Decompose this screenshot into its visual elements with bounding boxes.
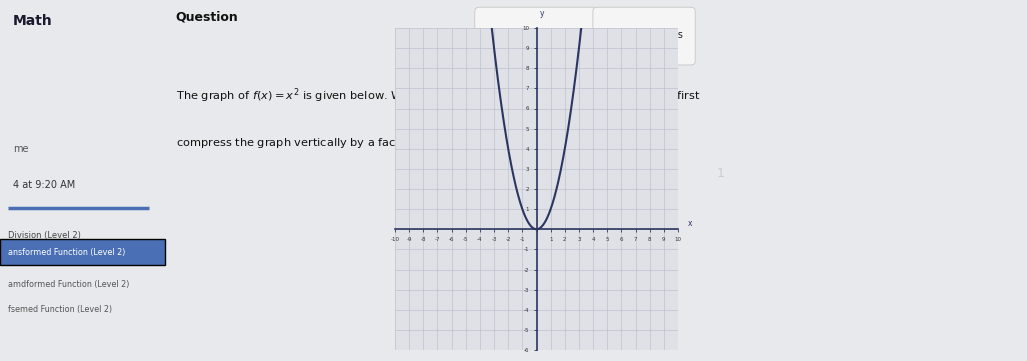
- Text: Division (Level 2): Division (Level 2): [8, 231, 81, 240]
- Text: compress the graph vertically by a factor of $\frac{1}{2}$ then shift it to the : compress the graph vertically by a facto…: [176, 134, 619, 155]
- FancyBboxPatch shape: [474, 7, 598, 65]
- FancyBboxPatch shape: [593, 7, 695, 65]
- FancyBboxPatch shape: [0, 239, 165, 265]
- Text: ansformed Function (Level 2): ansformed Function (Level 2): [8, 248, 125, 257]
- Text: amdformed Function (Level 2): amdformed Function (Level 2): [8, 280, 129, 289]
- Text: Watch Video: Watch Video: [508, 30, 570, 40]
- Text: x: x: [688, 219, 692, 228]
- Text: Show Examples: Show Examples: [606, 30, 683, 40]
- Circle shape: [484, 29, 502, 42]
- Text: fsemed Function (Level 2): fsemed Function (Level 2): [8, 305, 112, 314]
- Text: 4 at 9:20 AM: 4 at 9:20 AM: [13, 180, 75, 191]
- Text: 1: 1: [717, 167, 725, 180]
- Text: Question: Question: [176, 11, 238, 24]
- Text: The graph of $f(x) = x^2$ is given below. Write the equation of a function $h(x): The graph of $f(x) = x^2$ is given below…: [176, 87, 700, 105]
- Text: y: y: [539, 9, 544, 18]
- Text: me: me: [13, 144, 29, 155]
- Text: Math: Math: [13, 14, 53, 29]
